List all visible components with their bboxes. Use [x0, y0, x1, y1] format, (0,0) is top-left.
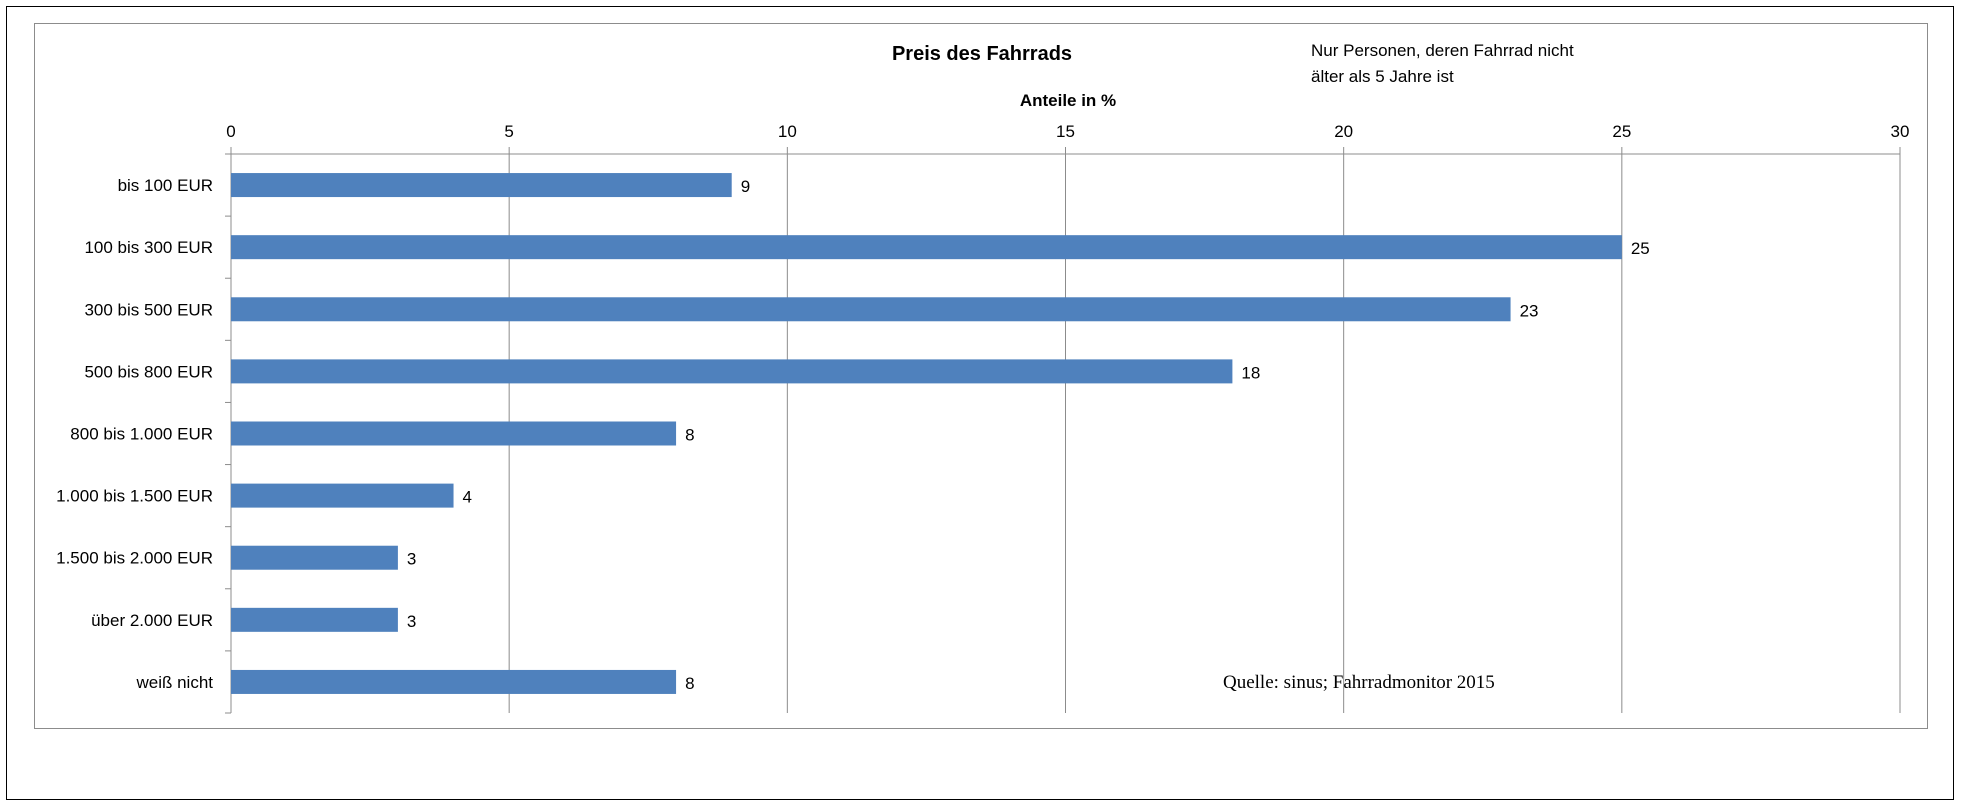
data-label: 3: [407, 612, 416, 631]
data-label: 8: [685, 426, 694, 445]
bar: [231, 297, 1511, 322]
source-note: Quelle: sinus; Fahrradmonitor 2015: [1223, 672, 1495, 693]
labels: 0 5 10 15 20 25 30 bis 100 EUR 9 100 bis 300 EUR 2…: [56, 122, 1909, 693]
x-tick-label: 0: [226, 122, 235, 141]
data-label: 4: [463, 488, 472, 507]
category-label: 1.000 bis 1.500 EUR: [56, 487, 213, 506]
category-label: über 2.000 EUR: [91, 611, 213, 630]
note-line-1: Nur Personen, deren Fahrrad nicht: [1311, 41, 1574, 60]
bar: [231, 235, 1622, 260]
category-label: bis 100 EUR: [118, 176, 213, 195]
data-label: 3: [407, 550, 416, 569]
note-line-2: älter als 5 Jahre ist: [1311, 67, 1454, 86]
data-label: 23: [1520, 301, 1539, 320]
bar: [231, 483, 454, 508]
x-tick-label: 25: [1612, 122, 1631, 141]
bar: [231, 359, 1233, 384]
x-tick-label: 10: [778, 122, 797, 141]
data-label: 18: [1241, 363, 1260, 382]
category-label: 300 bis 500 EUR: [84, 300, 213, 319]
data-label: 25: [1631, 239, 1650, 258]
x-tick-label: 30: [1891, 122, 1910, 141]
bar: [231, 173, 732, 198]
x-tick-label: 15: [1056, 122, 1075, 141]
bar: [231, 421, 677, 446]
category-label: 1.500 bis 2.000 EUR: [56, 549, 213, 568]
bar: [231, 545, 398, 570]
x-tick-label: 5: [504, 122, 513, 141]
data-label: 9: [741, 177, 750, 196]
x-tick-label: 20: [1334, 122, 1353, 141]
category-label: 100 bis 300 EUR: [84, 238, 213, 257]
category-label: 800 bis 1.000 EUR: [70, 425, 213, 444]
x-axis-title: Anteile in %: [1020, 91, 1116, 110]
data-label: 8: [685, 674, 694, 693]
bars: [231, 173, 1622, 694]
bar: [231, 607, 398, 632]
bar: [231, 669, 677, 694]
chart-title: Preis des Fahrrads: [892, 43, 1072, 65]
category-label: 500 bis 800 EUR: [84, 362, 213, 381]
category-label: weiß nicht: [135, 673, 213, 692]
